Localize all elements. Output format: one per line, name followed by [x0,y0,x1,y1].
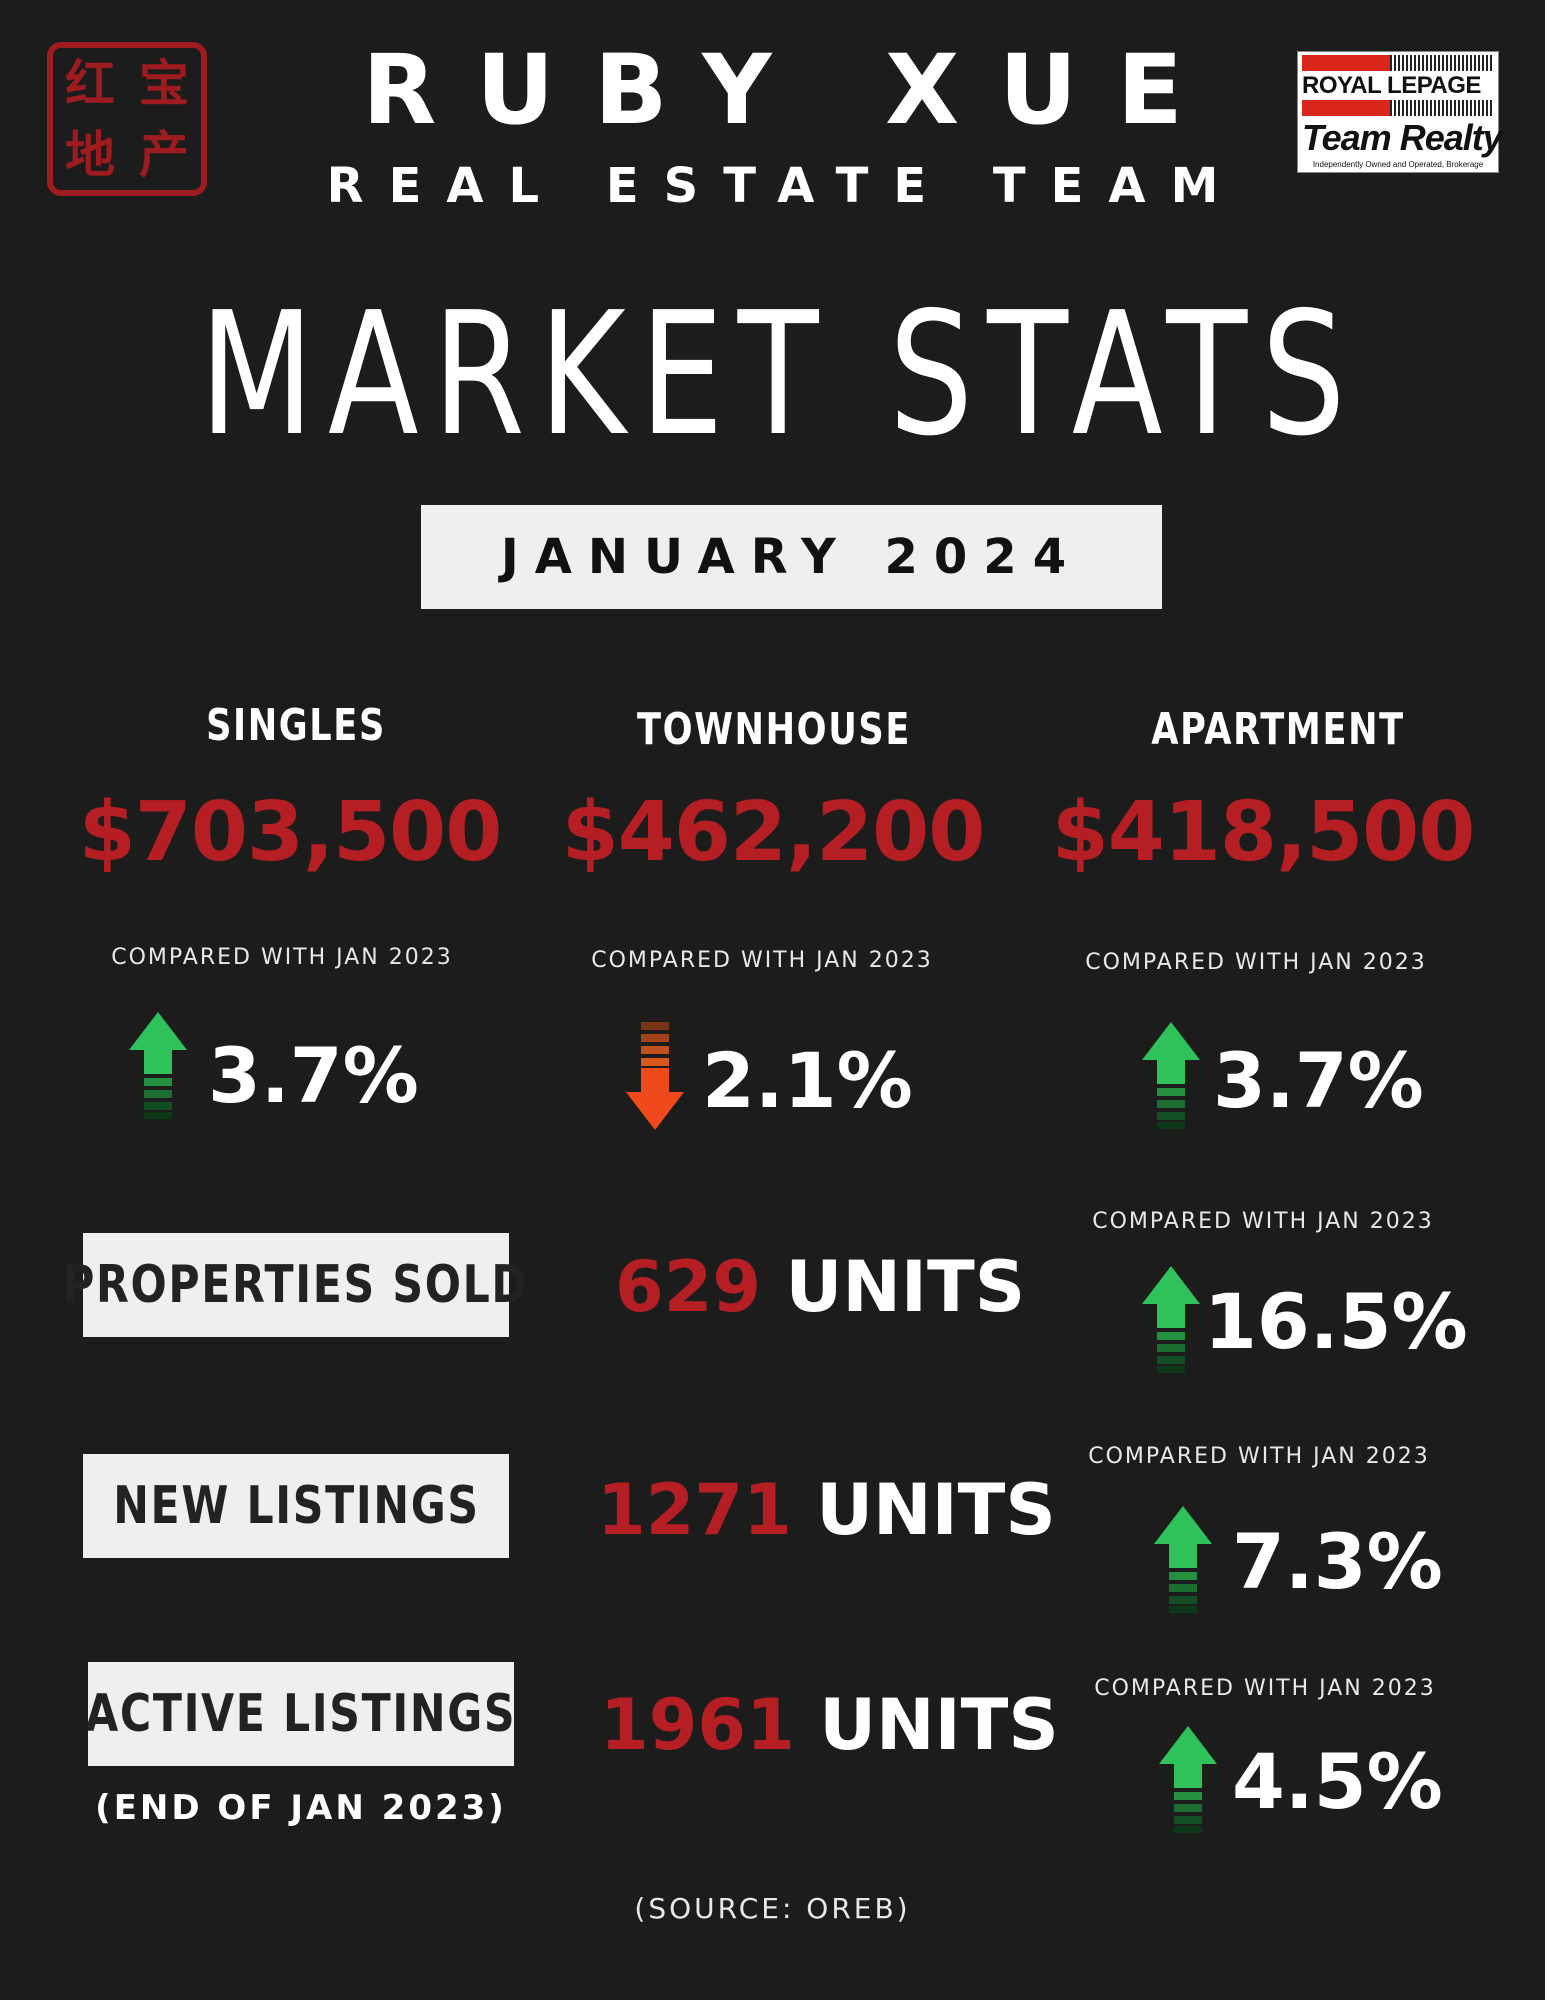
compare-text-townhouse: COMPARED WITH JAN 2023 [591,948,933,973]
arrow-up-icon [129,1012,187,1119]
change-townhouse: 2.1% [702,1036,913,1125]
seal-char: 地 [65,124,115,184]
logo-bar [1302,100,1494,116]
price-singles: $703,500 [78,785,503,880]
compare-text-new-listings: COMPARED WITH JAN 2023 [1088,1444,1430,1469]
seal-char: 红 [65,53,115,113]
source-note: (SOURCE: OREB) [634,1892,911,1925]
arrow-up-icon [1142,1266,1200,1373]
metric-label-box: PROPERTIES SOLD [63,1233,527,1337]
change-active-listings: 4.5% [1232,1737,1443,1826]
units-value: 1961 [600,1684,795,1766]
units-label: UNITS [819,1684,1059,1766]
change-apartment: 3.7% [1213,1036,1424,1125]
category-label-apartment: APARTMENT [1151,704,1405,755]
units-active-listings: 1961 UNITS [600,1690,1059,1760]
units-label: UNITS [816,1469,1056,1551]
category-label-townhouse: TOWNHOUSE [637,704,911,755]
metric-label-box: NEW LISTINGS [83,1454,509,1558]
royal-lepage-logo: ROYAL LEPAGE Team Realty Independently O… [1297,51,1503,173]
change-singles: 3.7% [208,1031,419,1120]
metric-label-properties-sold: PROPERTIES SOLD [63,1255,529,1315]
arrow-up-icon [1159,1726,1217,1833]
units-value: 1271 [597,1469,792,1551]
period-label: JANUARY 2024 [500,529,1083,585]
compare-text-singles: COMPARED WITH JAN 2023 [111,945,453,970]
seal-char: 产 [139,124,189,184]
metric-label-new-listings: NEW LISTINGS [112,1476,480,1536]
active-listings-note: (END OF JAN 2023) [95,1788,507,1828]
category-label-singles: SINGLES [206,700,386,751]
arrow-up-icon [1154,1506,1212,1613]
change-properties-sold: 16.5% [1204,1277,1468,1366]
arrow-up-icon [1142,1022,1200,1129]
compare-text-apartment: COMPARED WITH JAN 2023 [1085,950,1427,975]
compare-text-properties-sold: COMPARED WITH JAN 2023 [1092,1209,1434,1234]
period-badge: JANUARY 2024 [421,505,1162,609]
metric-label-active-listings: ACTIVE LISTINGS [85,1684,517,1744]
units-label: UNITS [785,1246,1026,1328]
logo-line1: ROYAL LEPAGE [1302,72,1481,99]
change-new-listings: 7.3% [1232,1517,1443,1606]
logo-bar [1302,55,1494,71]
seal-char: 宝 [139,53,189,113]
metric-label-box: ACTIVE LISTINGS [85,1662,517,1766]
units-value: 629 [615,1246,762,1328]
price-townhouse: $462,200 [561,785,986,880]
compare-text-active-listings: COMPARED WITH JAN 2023 [1094,1676,1436,1701]
units-new-listings: 1271 UNITS [597,1475,1056,1545]
seal-logo: 红 宝 地 产 [47,42,207,196]
logo-line3: Independently Owned and Operated, Broker… [1312,160,1484,169]
agent-name: RUBY XUE [362,34,1223,146]
team-subtitle: REAL ESTATE TEAM [326,158,1244,214]
units-properties-sold: 629 UNITS [615,1252,1025,1322]
logo-line2: Team Realty [1302,117,1503,158]
price-apartment: $418,500 [1051,785,1476,880]
page-title: MARKET STATS [199,276,1360,474]
arrow-down-icon [626,1022,684,1130]
